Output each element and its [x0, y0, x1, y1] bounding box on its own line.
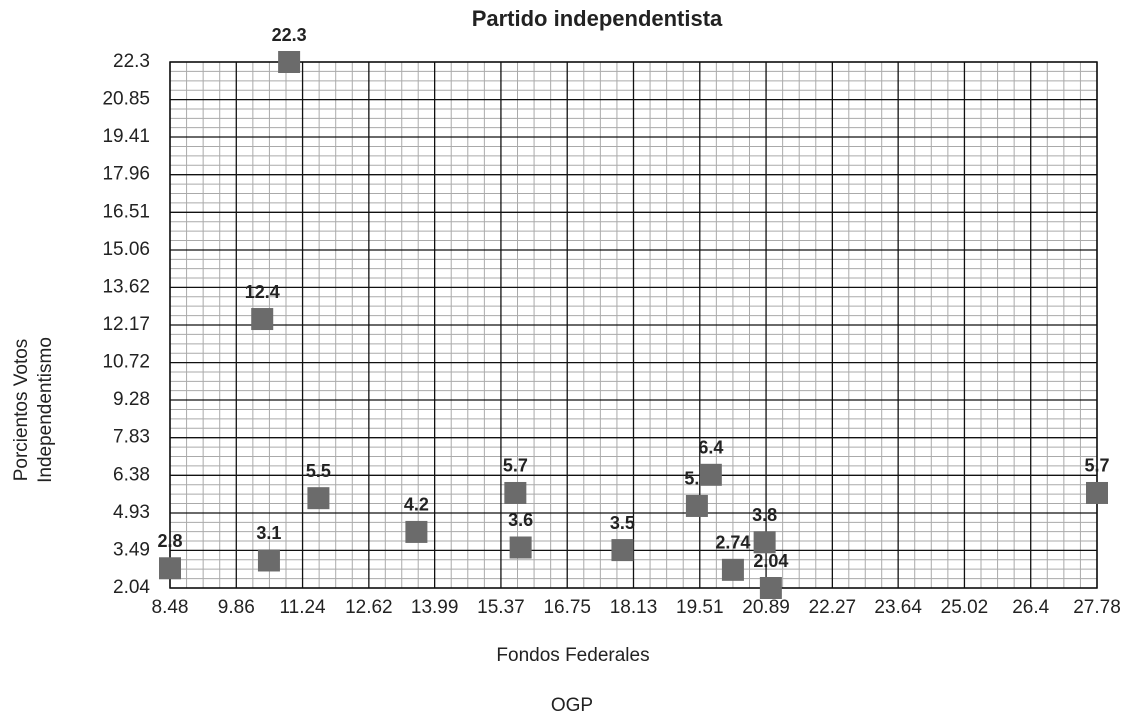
marker: [759, 577, 782, 599]
plot-border: [169, 61, 1098, 589]
y-tick-label: 13.62: [102, 276, 150, 297]
marker: [307, 487, 330, 510]
y-tick-label: 16.51: [102, 201, 150, 222]
data-label: 3.1: [256, 523, 281, 543]
y-tick-label: 3.49: [113, 539, 150, 560]
caption: OGP: [551, 695, 593, 716]
y-tick-label: 10.72: [102, 352, 150, 373]
data-label: 12.4: [245, 282, 280, 302]
y-tick-label: 9.28: [113, 389, 150, 410]
marker: [685, 494, 708, 517]
y-tick-label: 7.83: [113, 427, 150, 448]
x-tick-label: 18.13: [610, 597, 658, 618]
x-axis-label: Fondos Federales: [496, 645, 649, 666]
marker: [699, 463, 722, 486]
x-tick-label: 19.51: [676, 597, 724, 618]
data-label: 2.04: [753, 551, 788, 571]
y-tick-label: 22.3: [113, 51, 150, 72]
data-label: 2.74: [715, 533, 750, 553]
y-axis-label: Independentismo: [35, 337, 56, 483]
data-label: 6.4: [698, 438, 723, 458]
marker: [257, 549, 280, 572]
data-label: 22.3: [272, 25, 307, 45]
marker: [159, 557, 181, 580]
marker: [278, 51, 301, 73]
marker: [504, 481, 527, 504]
marker: [251, 308, 274, 331]
x-tick-label: 26.4: [1012, 597, 1049, 618]
data-label: 2.8: [157, 531, 182, 551]
x-tick-label: 20.89: [742, 597, 790, 618]
marker: [405, 520, 428, 543]
marker: [509, 536, 532, 559]
marker: [753, 531, 776, 554]
y-tick-label: 20.85: [102, 89, 150, 110]
y-tick-label: 2.04: [113, 577, 150, 598]
x-tick-label: 23.64: [874, 597, 922, 618]
data-label: 3.8: [752, 505, 777, 525]
data-label: 5.5: [306, 461, 331, 481]
marker: [611, 539, 634, 562]
y-axis-label: Porcientos Votos: [11, 339, 32, 482]
y-tick-label: 4.93: [113, 502, 150, 523]
x-tick-label: 15.37: [477, 597, 525, 618]
x-tick-label: 25.02: [941, 597, 989, 618]
x-tick-label: 9.86: [218, 597, 255, 618]
data-label: 3.5: [610, 513, 635, 533]
x-tick-label: 16.75: [543, 597, 591, 618]
data-label: 5.7: [1084, 456, 1109, 476]
marker: [1086, 481, 1108, 504]
y-tick-label: 15.06: [102, 239, 150, 260]
x-tick-label: 11.24: [279, 597, 326, 618]
y-tick-label: 17.96: [102, 164, 150, 185]
x-tick-label: 27.78: [1073, 597, 1121, 618]
x-tick-label: 13.99: [411, 597, 459, 618]
x-tick-label: 8.48: [152, 597, 189, 618]
y-tick-label: 12.17: [102, 314, 150, 335]
y-tick-label: 6.38: [113, 464, 150, 485]
data-label: 4.2: [404, 495, 429, 515]
data-label: 5.7: [503, 456, 528, 476]
x-tick-label: 22.27: [809, 597, 857, 618]
marker: [721, 558, 744, 581]
data-label: 3.6: [508, 510, 533, 530]
chart-title: Partido independentista: [472, 6, 723, 31]
y-tick-label: 19.41: [102, 126, 150, 147]
x-tick-label: 12.62: [345, 597, 393, 618]
